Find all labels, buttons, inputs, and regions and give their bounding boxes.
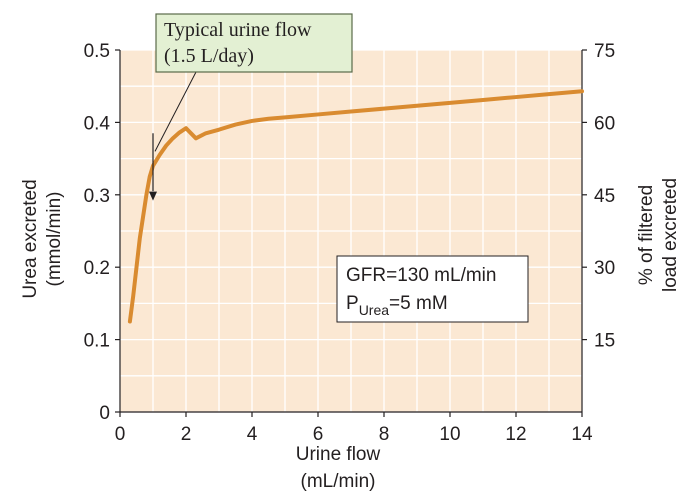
y-tick-label: 0.3: [84, 186, 110, 207]
annotation-line-1: GFR=130 mL/min: [346, 265, 496, 286]
x-tick-label: 12: [505, 424, 526, 445]
y-tick-label: 0: [99, 403, 110, 424]
y-tick-label: 0.1: [84, 331, 110, 352]
annotation-line-2-prefix: P: [346, 293, 359, 314]
y-axis-label-line-2: (mmol/min): [44, 192, 65, 287]
secondary-y-axis-label-line-2: load excreted: [660, 178, 681, 292]
callout-box: [155, 13, 353, 73]
secondary-y-tick-label: 60: [594, 113, 615, 134]
callout-line-2: (1.5 L/day): [164, 45, 254, 67]
callout-arrowhead: [149, 191, 157, 201]
x-tick-label: 8: [379, 424, 390, 445]
y-tick-label: 0.5: [84, 41, 110, 62]
y-tick-label: 0.2: [84, 258, 110, 279]
x-tick-label: 2: [181, 424, 192, 445]
callout: Typical urine flow (1.5 L/day): [149, 13, 353, 201]
x-tick-label: 6: [313, 424, 324, 445]
secondary-y-tick-label: 45: [594, 186, 615, 207]
x-axis-label-line-2: (mL/min): [301, 471, 376, 492]
secondary-y-tick-label: 15: [594, 331, 615, 352]
annotation-line-2: PUrea=5 mM: [346, 293, 448, 318]
secondary-y-tick-label: 75: [594, 41, 615, 62]
y-axis-label-line-1: Urea excreted: [20, 179, 41, 298]
secondary-y-axis-label-line-1: % of filtered: [636, 185, 657, 285]
secondary-y-tick-label: 30: [594, 258, 615, 279]
x-tick-label: 0: [115, 424, 126, 445]
callout-line-1: Typical urine flow: [164, 19, 312, 41]
axis-titles: Urine flow (mL/min) Urea excreted (mmol/…: [20, 178, 681, 492]
ticks: [115, 49, 587, 417]
x-tick-label: 14: [571, 424, 593, 445]
annotation-line-2-suffix: =5 mM: [389, 293, 448, 314]
x-axis-label-line-1: Urine flow: [296, 444, 381, 465]
callout-pointer-line: [154, 71, 197, 152]
annotation-line-2-subscript: Urea: [359, 302, 390, 318]
annotation: GFR=130 mL/min PUrea=5 mM: [336, 255, 529, 323]
x-tick-label: 10: [439, 424, 460, 445]
y-tick-label: 0.4: [84, 113, 111, 134]
annotation-box: [336, 255, 529, 323]
x-tick-label: 4: [247, 424, 258, 445]
tick-labels: 0 2 4 6 8 10 12 14 0 0.1 0.2 0.3 0.4 0.5 15 30 45 60 75: [84, 41, 616, 445]
series-line: [127, 89, 584, 324]
